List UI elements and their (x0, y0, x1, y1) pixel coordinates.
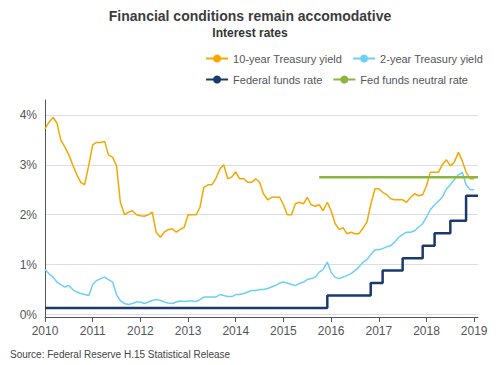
svg-text:2017: 2017 (365, 324, 392, 338)
svg-text:Financial conditions remain ac: Financial conditions remain accomodative (109, 8, 392, 24)
svg-text:Interest rates: Interest rates (212, 26, 288, 40)
svg-text:Fed funds neutral rate: Fed funds neutral rate (360, 74, 468, 86)
svg-text:4%: 4% (20, 108, 38, 122)
svg-text:3%: 3% (20, 158, 38, 172)
svg-text:2016: 2016 (318, 324, 345, 338)
svg-text:0%: 0% (20, 308, 38, 322)
svg-text:2012: 2012 (127, 324, 154, 338)
svg-text:2014: 2014 (222, 324, 249, 338)
svg-text:1%: 1% (20, 258, 38, 272)
svg-text:2-year Treasury yield: 2-year Treasury yield (380, 53, 483, 65)
svg-text:Source: Federal Reserve H.15 S: Source: Federal Reserve H.15 Statistical… (10, 349, 231, 360)
svg-text:2011: 2011 (80, 324, 106, 338)
svg-text:2015: 2015 (270, 324, 297, 338)
svg-text:2010: 2010 (32, 324, 59, 338)
svg-text:2%: 2% (20, 208, 38, 222)
svg-text:2013: 2013 (175, 324, 202, 338)
svg-text:2018: 2018 (413, 324, 440, 338)
svg-text:2019: 2019 (461, 324, 488, 338)
svg-text:10-year Treasury yield: 10-year Treasury yield (233, 53, 342, 65)
svg-text:Federal funds rate: Federal funds rate (233, 74, 322, 86)
